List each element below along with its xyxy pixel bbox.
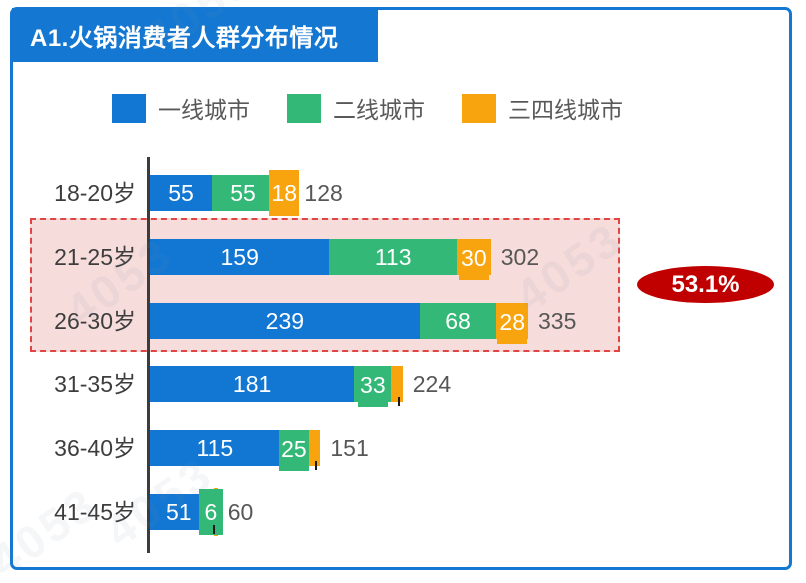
bar-segment-三四线城市 xyxy=(391,366,403,403)
category-label: 41-45岁 xyxy=(54,499,136,525)
segment-value-chip: 30 xyxy=(458,238,489,280)
chart-row: 26-30岁 239 68 28 335 xyxy=(0,302,806,344)
legend-label-tier2: 二线城市 xyxy=(333,97,425,123)
legend-label-tier3: 三四线城市 xyxy=(508,97,623,123)
category-label: 36-40岁 xyxy=(54,435,136,462)
legend-item-tier2: 二线城市 xyxy=(287,91,425,125)
total-label: 224 xyxy=(412,371,452,398)
bar-segment-一线城市: 115 xyxy=(150,430,280,467)
total-label: 335 xyxy=(538,307,577,334)
total-label: 151 xyxy=(330,435,369,462)
bar-segment-二线城市: 68 xyxy=(419,302,497,339)
segment-value-chip: 6 xyxy=(198,489,223,535)
label-leader-tick xyxy=(397,397,400,407)
category-axis xyxy=(147,157,150,553)
bar-segment-一线城市: 239 xyxy=(150,302,420,339)
chart-row: 41-45岁 51 6 60 xyxy=(0,488,806,536)
total-label: 128 xyxy=(304,180,343,206)
segment-value-chip: 33 xyxy=(357,366,388,408)
category-label: 18-20岁 xyxy=(54,180,136,206)
total-label: 302 xyxy=(500,243,540,270)
chart-row: 36-40岁 115 25 151 xyxy=(0,430,806,472)
bar-segment-一线城市: 159 xyxy=(150,238,330,275)
bar-segment-二线城市: 113 xyxy=(329,238,457,275)
legend-swatch-tier1-icon xyxy=(112,93,146,123)
page-title: A1.火锅消费者人群分布情况 xyxy=(30,24,339,52)
callout-ellipse: 53.1% xyxy=(637,266,774,303)
bar-segment-二线城市: 55 xyxy=(212,175,275,211)
segment-value-chip: 25 xyxy=(278,430,309,472)
segment-value-chip: 18 xyxy=(269,170,300,216)
bar-segment-三四线城市 xyxy=(307,430,321,467)
chart-row: 31-35岁 181 33 224 xyxy=(0,366,806,408)
callout-value: 53.1% xyxy=(671,270,740,298)
segment-value-chip: 28 xyxy=(497,302,528,344)
legend-swatch-tier3-icon xyxy=(462,93,496,123)
bar-segment-一线城市: 51 xyxy=(150,494,208,530)
chart-legend: 一线城市 二线城市 三四线城市 xyxy=(112,91,660,125)
legend-swatch-tier2-icon xyxy=(287,93,321,123)
category-label: 31-35岁 xyxy=(54,371,136,398)
bar-segment-一线城市: 55 xyxy=(150,175,213,211)
title-bar: A1.火锅消费者人群分布情况 xyxy=(12,8,378,62)
legend-label-tier1: 一线城市 xyxy=(158,97,250,123)
category-label: 21-25岁 xyxy=(54,243,136,270)
bar-segment-一线城市: 181 xyxy=(150,366,355,403)
label-leader-tick xyxy=(212,525,215,534)
chart-row: 18-20岁 55 55 18 128 xyxy=(0,170,806,216)
legend-item-tier1: 一线城市 xyxy=(112,91,250,125)
label-leader-tick xyxy=(315,461,318,471)
chart-row: 21-25岁 159 113 30 302 xyxy=(0,238,806,280)
legend-item-tier3: 三四线城市 xyxy=(462,91,623,125)
category-label: 26-30岁 xyxy=(54,307,136,334)
total-label: 60 xyxy=(227,499,254,525)
